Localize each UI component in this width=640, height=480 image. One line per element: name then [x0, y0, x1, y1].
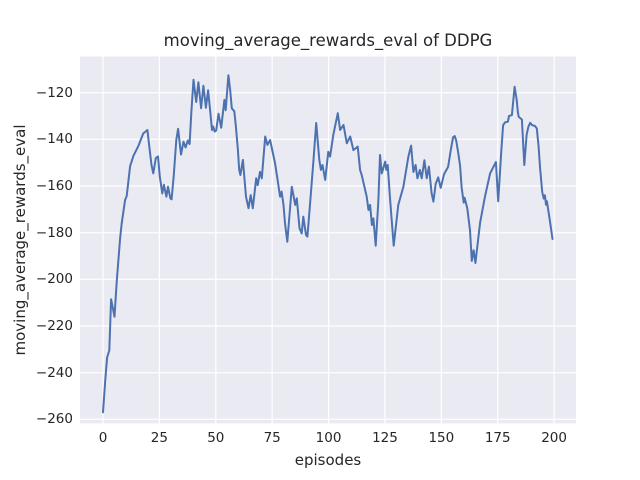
chart-title: moving_average_rewards_eval of DDPG	[163, 31, 493, 50]
y-tick-label: −200	[35, 271, 73, 288]
x-tick-label: 100	[315, 430, 342, 446]
y-tick-label: −120	[35, 84, 73, 101]
x-tick-label: 50	[207, 430, 225, 446]
y-tick-label: −220	[35, 318, 73, 334]
y-tick-label: −180	[35, 224, 73, 241]
x-tick-label: 75	[263, 430, 281, 446]
x-tick-label: 150	[428, 430, 455, 446]
series-line	[102, 74, 554, 414]
x-tick-label: 200	[541, 430, 567, 446]
x-tick-label: 125	[372, 430, 398, 446]
x-tick-label: 25	[150, 430, 168, 446]
x-tick-label: 0	[98, 430, 108, 446]
y-tick-label: −240	[35, 364, 73, 381]
y-tick-label: −160	[35, 178, 73, 194]
y-axis-label: moving_average_rewards_eval	[11, 124, 29, 356]
y-tick-label: −260	[35, 411, 73, 428]
x-axis-label: episodes	[294, 451, 362, 469]
y-tick-label: −140	[35, 131, 73, 148]
x-tick-label: 175	[484, 430, 511, 446]
